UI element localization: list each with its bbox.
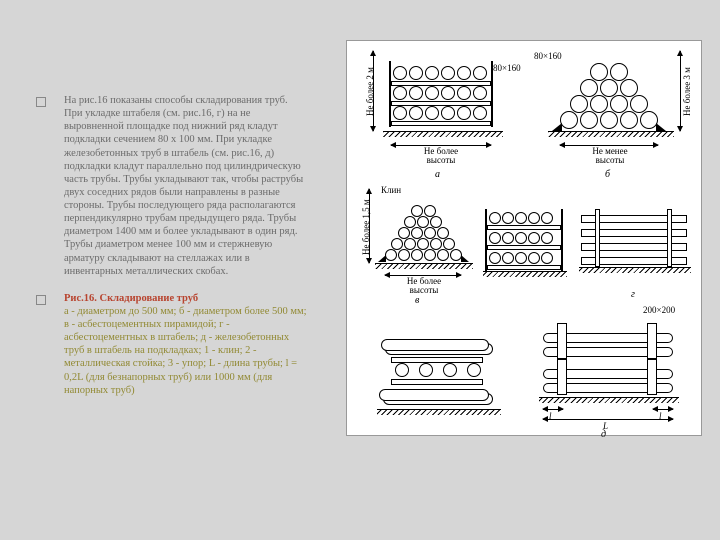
label-beam-d: 200×200 [643, 305, 675, 315]
panel-v-letter: в [415, 295, 419, 306]
label-h15m: Не более 1,5 м [361, 195, 371, 259]
panel-g-letter: г [631, 289, 635, 300]
paragraph-main: На рис.16 показаны способы складирования… [64, 94, 308, 278]
figure-16: Не более 2 м 80×160 Не более высоты а Не… [346, 40, 702, 436]
panel-d-left [377, 319, 507, 419]
panel-g [579, 201, 693, 285]
caption-block: Рис.16. Складирование труб а - диаметром… [64, 292, 308, 397]
panel-v: Не более 1,5 м Клин Не более высоты [365, 189, 475, 289]
bullet-icon [36, 295, 46, 305]
label-nbw-v: Не более высоты [395, 277, 453, 295]
panel-a: Не более 2 м 80×160 Не более высоты [367, 51, 517, 161]
label-klin: Клин [381, 185, 401, 195]
label-nmw-b: Не менее высоты [580, 147, 640, 165]
panel-b-letter: б [605, 169, 610, 180]
label-nbw-a: Не более высоты [411, 147, 471, 165]
panel-d-letter: д [601, 429, 606, 440]
bullet-icon [36, 97, 46, 107]
label-beam-b: 80×160 [534, 51, 562, 61]
panel-grid [483, 199, 569, 285]
label-h2m: Не более 2 м [365, 59, 375, 125]
label-beam-a: 80×160 [493, 63, 521, 73]
panel-a-letter: а [435, 169, 440, 180]
panel-b: Не более 3 м Не менее высоты 80×160 [542, 51, 692, 161]
panel-d-right: 200×200 l l L [535, 311, 689, 423]
caption-title: Рис.16. Складирование труб [64, 293, 198, 304]
label-h3m: Не более 3 м [682, 59, 692, 125]
caption-body: а - диаметром до 500 мм; б - диаметром б… [64, 306, 307, 396]
